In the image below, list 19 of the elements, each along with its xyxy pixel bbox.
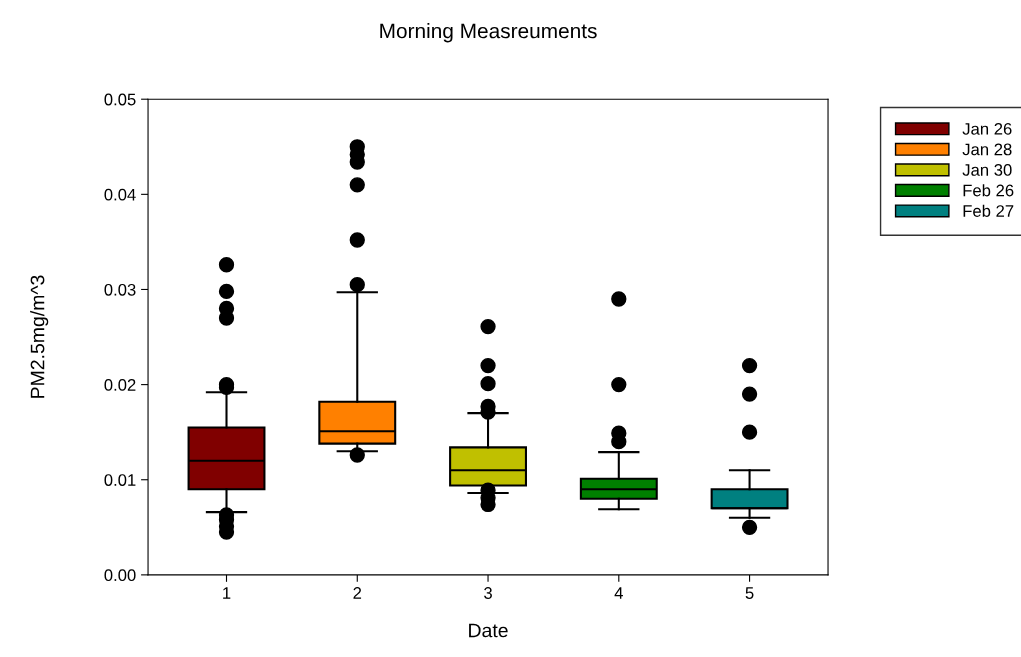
y-tick-label: 0.03 — [104, 283, 136, 296]
y-tick-label: 0.01 — [104, 474, 136, 486]
legend-label: Jan 26 — [962, 122, 1012, 135]
y-tick-label: 0.00 — [104, 569, 136, 582]
y-tick-label: 0.05 — [104, 93, 136, 106]
x-tick-label: 3 — [484, 587, 492, 599]
legend-label: Jan 28 — [962, 143, 1012, 156]
y-tick-label: 0.02 — [104, 379, 136, 391]
y-axis-title: PM2.5mg/m^3 — [30, 275, 49, 398]
x-tick-label: 2 — [353, 587, 362, 599]
x-tick-label: 1 — [223, 587, 231, 599]
legend-label: Feb 27 — [963, 204, 1014, 217]
x-tick-label: 4 — [614, 587, 623, 599]
legend-label: Feb 26 — [963, 184, 1014, 197]
y-tick-label: 0.04 — [104, 188, 136, 201]
chart-title: Morning Measreuments — [380, 23, 597, 43]
x-tick-label: 5 — [745, 587, 754, 599]
x-axis-title: Date — [469, 623, 508, 638]
legend-label: Jan 30 — [962, 164, 1012, 176]
